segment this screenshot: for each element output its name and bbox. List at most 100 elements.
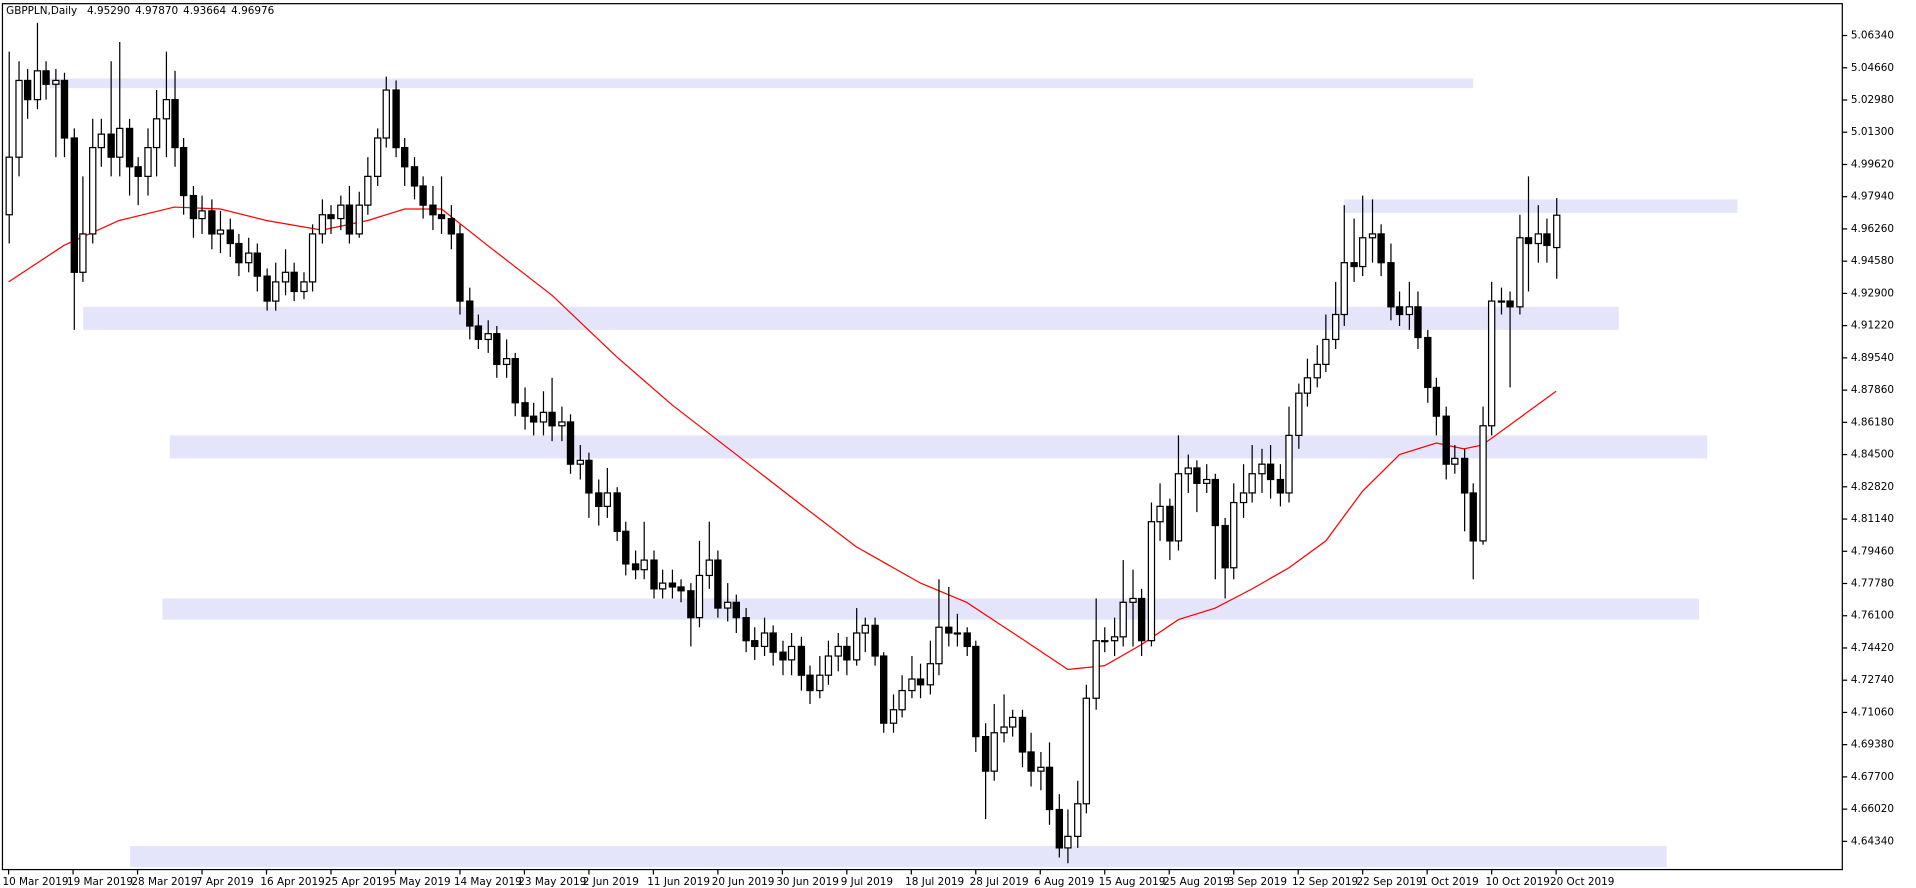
candle-body	[1147, 521, 1156, 642]
candle-body	[843, 645, 851, 661]
candle-body	[1516, 237, 1524, 308]
candle-body	[1340, 262, 1348, 316]
candle-body	[152, 118, 161, 149]
candle-body	[1460, 457, 1469, 494]
candle-body	[613, 492, 621, 532]
candle-body	[1424, 336, 1432, 389]
y-tick-label: 4.86180	[1851, 416, 1894, 428]
candle-body	[724, 601, 732, 609]
candle-body	[392, 89, 400, 149]
candle-body	[208, 210, 216, 235]
candle-body	[1166, 505, 1174, 542]
candle-body	[1055, 808, 1064, 849]
candle-body	[502, 358, 511, 366]
candle-body	[1387, 262, 1395, 308]
candle-body	[290, 271, 298, 293]
candle-body	[1266, 463, 1275, 481]
candle-body	[272, 281, 280, 302]
candle-body	[1045, 766, 1054, 811]
candle-body	[1487, 300, 1496, 427]
x-tick-label: 19 Mar 2019	[67, 876, 133, 888]
candle-body	[70, 137, 78, 273]
candle-body	[1395, 306, 1404, 316]
candle-body	[1350, 262, 1358, 268]
candle-body	[484, 333, 492, 341]
moving-average	[8, 206, 1557, 671]
candle-body	[1405, 306, 1414, 316]
candle-body	[585, 459, 593, 494]
candle-body	[1322, 338, 1330, 366]
x-tick-label: 28 Mar 2019	[131, 876, 197, 888]
candle-body	[705, 559, 713, 577]
x-tick-label: 6 Aug 2019	[1034, 876, 1094, 888]
x-tick-label: 16 Apr 2019	[260, 876, 324, 888]
plot-frame	[1, 3, 1843, 871]
y-tick-label: 4.69380	[1851, 739, 1894, 751]
candle-body	[595, 492, 603, 507]
candle-body	[364, 175, 372, 206]
y-tick-label: 4.67700	[1851, 771, 1894, 783]
candle-body	[658, 582, 667, 590]
y-tick-label: 4.97940	[1851, 191, 1894, 203]
candle-body	[493, 333, 501, 366]
y-tick-label: 4.76100	[1851, 610, 1894, 622]
candle-body	[916, 678, 925, 686]
zone	[83, 306, 1619, 330]
candle-body	[401, 146, 409, 168]
candle-body	[548, 411, 556, 427]
candle-body	[797, 645, 806, 676]
candle-body	[1110, 636, 1119, 642]
zone	[162, 598, 1699, 620]
y-tick-label: 4.94580	[1851, 255, 1894, 267]
candle-body	[33, 70, 42, 101]
candle-body	[714, 559, 722, 609]
candle-body	[1092, 640, 1100, 699]
axes: 5.06340 5.04660 5.02980 5.01300 4.99620 4.979…	[2, 30, 1894, 888]
candle-body	[1064, 835, 1072, 849]
candle-body	[116, 127, 124, 158]
zone	[49, 78, 1474, 89]
candle-body	[935, 626, 943, 665]
candle-body	[1524, 237, 1533, 245]
candle-body	[144, 146, 152, 177]
y-tick-label: 4.79460	[1851, 545, 1894, 557]
candle-body	[456, 233, 464, 302]
candle-body	[695, 574, 704, 619]
candle-body	[529, 415, 538, 423]
candle-body	[189, 194, 198, 220]
candles	[5, 22, 1561, 864]
candle-body	[1184, 467, 1192, 475]
candle-body	[861, 624, 869, 634]
x-tick-label: 25 Aug 2019	[1163, 876, 1230, 888]
candle-body	[1451, 457, 1459, 465]
candle-body	[852, 632, 861, 661]
candle-body	[1414, 306, 1422, 339]
candle-body	[963, 632, 971, 648]
candle-body	[107, 133, 115, 158]
candle-body	[1377, 233, 1385, 264]
candle-body	[355, 204, 363, 235]
candle-body	[1074, 803, 1082, 837]
header-value: 4.95290	[87, 5, 130, 17]
candle-body	[760, 632, 769, 648]
candle-body	[769, 632, 777, 653]
x-tick-label: 10 Oct 2019	[1485, 876, 1549, 888]
candle-body	[889, 709, 898, 724]
x-tick-label: 23 May 2019	[518, 876, 586, 888]
candle-body	[650, 559, 658, 590]
candle-body	[816, 674, 824, 692]
y-tick-label: 4.64340	[1851, 835, 1894, 847]
candle-body	[779, 651, 787, 661]
candle-body	[742, 617, 750, 642]
candle-body	[1506, 300, 1514, 308]
y-tick-label: 4.91220	[1851, 320, 1894, 332]
candle-body	[668, 582, 677, 588]
candle-body	[1119, 601, 1127, 638]
candle-body	[23, 79, 32, 101]
candle-body	[871, 624, 879, 657]
candle-body	[410, 166, 419, 187]
candle-body	[60, 79, 69, 139]
y-tick-label: 4.92900	[1851, 287, 1894, 299]
candle-body	[52, 79, 60, 85]
